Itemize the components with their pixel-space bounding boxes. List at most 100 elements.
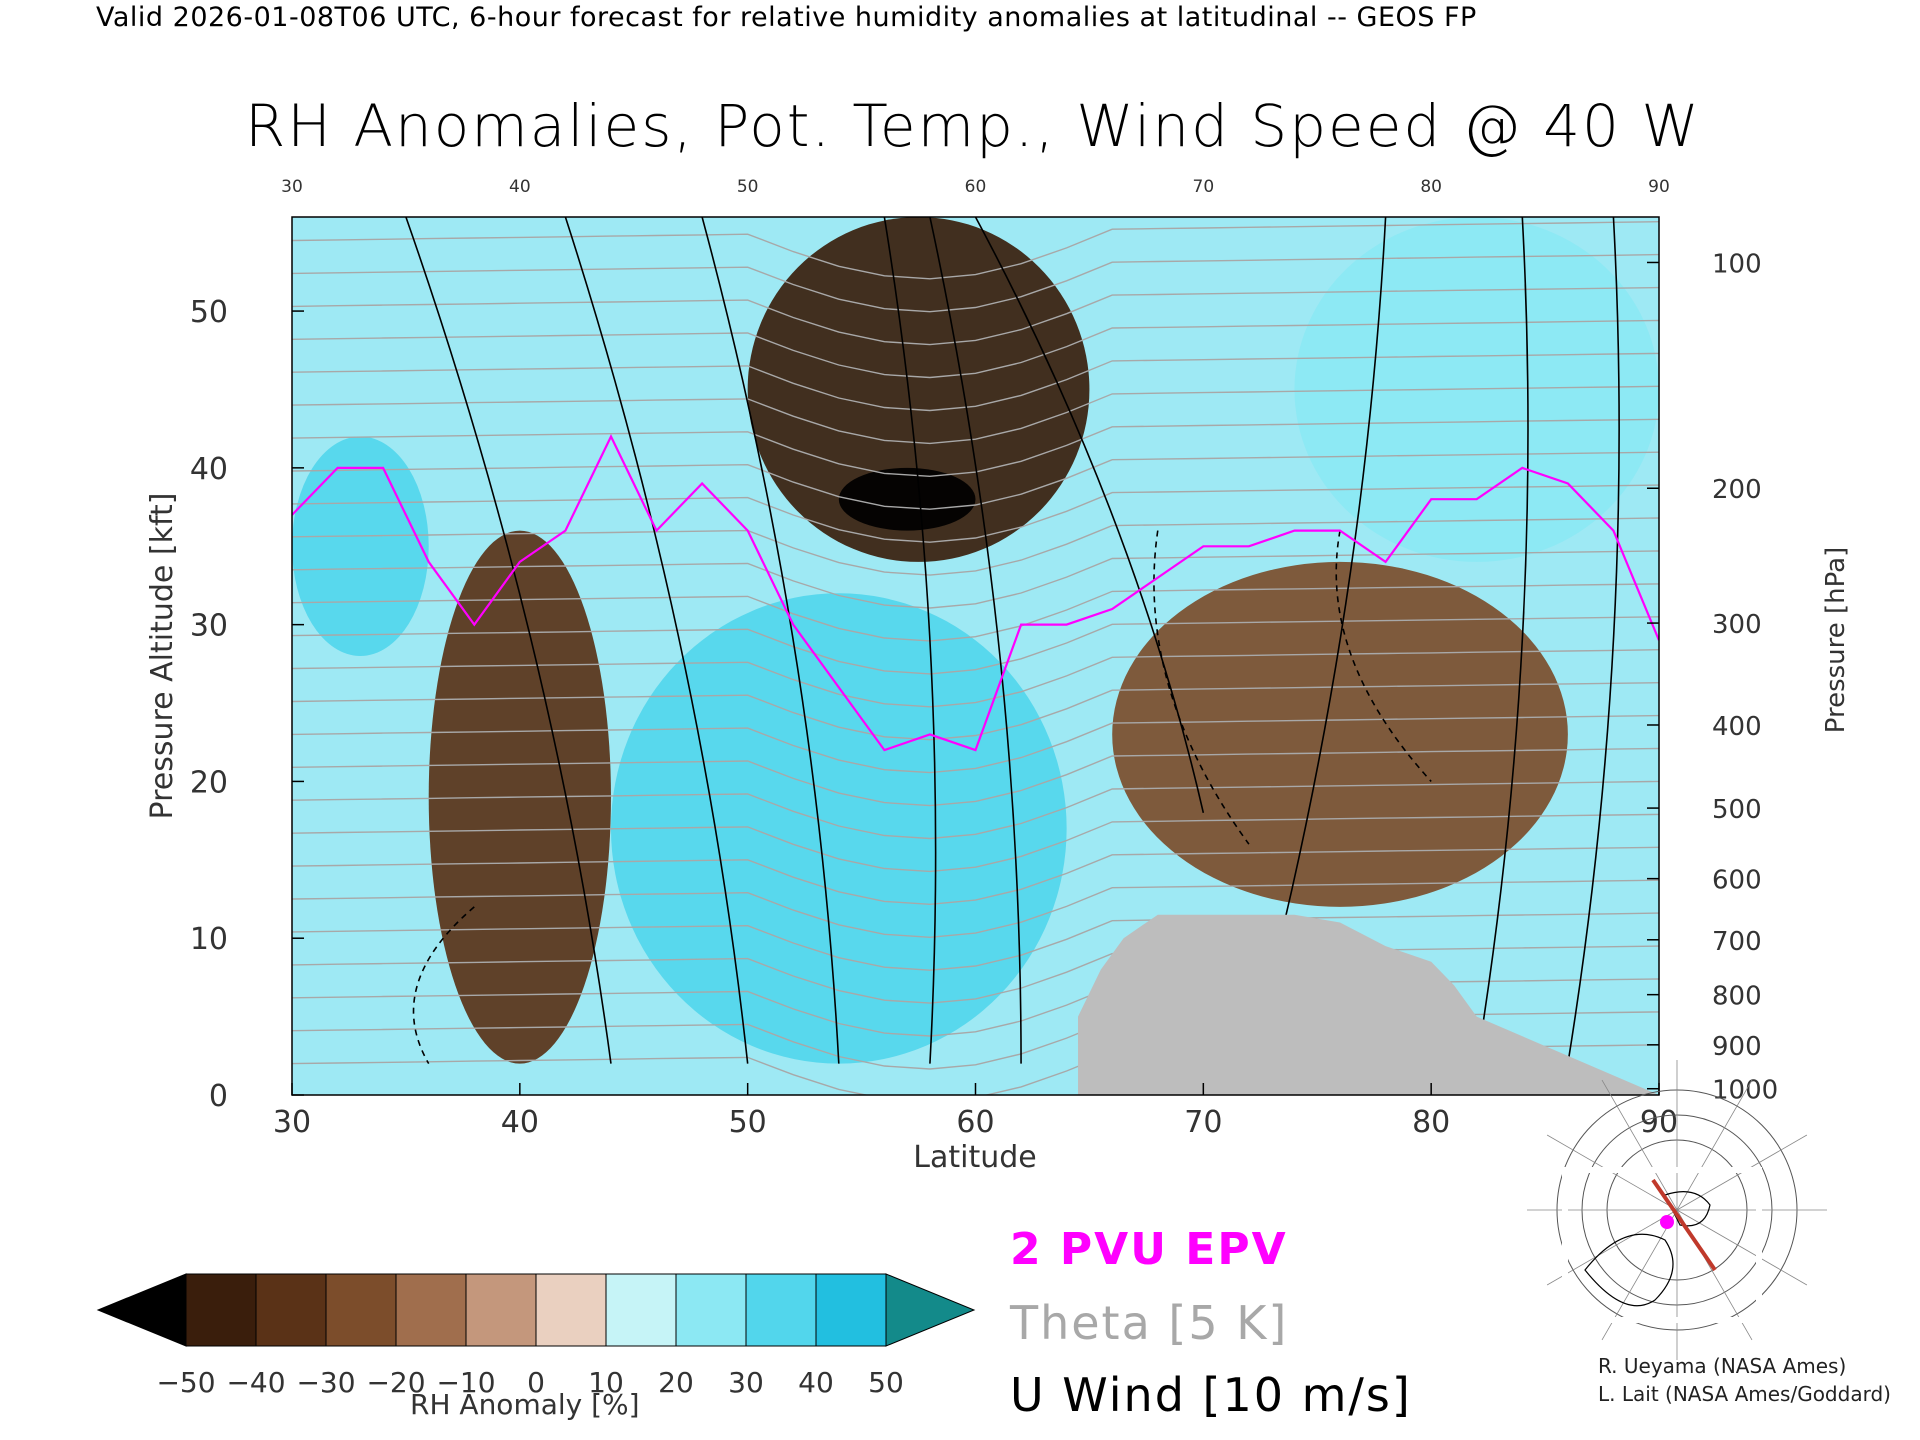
theta-contour-line bbox=[292, 385, 1659, 445]
x-top-tick-label: 30 bbox=[281, 177, 303, 197]
y-right-tick-label: 400 bbox=[1712, 712, 1762, 742]
x-top-tick-label: 60 bbox=[965, 177, 987, 197]
u-wind-contours bbox=[405, 217, 1620, 1065]
theta-contour-line bbox=[292, 352, 1659, 412]
theta-contour-line bbox=[292, 879, 1659, 939]
colorbar-bin-4 bbox=[465, 1273, 537, 1347]
y-right-tick-label: 900 bbox=[1712, 1032, 1762, 1062]
colorbar-tick-label: −30 bbox=[296, 1366, 355, 1399]
terrain-shape bbox=[1078, 914, 1659, 1095]
colorbar-tick-label: 0 bbox=[527, 1366, 545, 1399]
theta-contour-line bbox=[292, 813, 1659, 873]
y-right-tick-label: 200 bbox=[1712, 475, 1762, 505]
x-top-tick-label: 90 bbox=[1648, 177, 1670, 197]
x-axis-label: Latitude bbox=[913, 1140, 1036, 1175]
colorbar-tick-label: −20 bbox=[366, 1366, 425, 1399]
colorbar-tick-label: 20 bbox=[658, 1366, 694, 1399]
map-coastline bbox=[1664, 1191, 1711, 1227]
y-tick-label: 20 bbox=[190, 765, 228, 800]
colorbar: −50 −40 −30 −20 −10 0 10 20 30 40 50 bbox=[96, 1273, 976, 1399]
map-section-line bbox=[1651, 1178, 1717, 1272]
colorbar-bin-8 bbox=[745, 1273, 817, 1347]
colorbar-bin-3 bbox=[395, 1273, 467, 1347]
theta-contour-line bbox=[292, 253, 1659, 313]
u-wind-contour-negative bbox=[1153, 530, 1250, 845]
theta-contour-line bbox=[292, 550, 1659, 609]
y-tick-label: 10 bbox=[190, 922, 228, 957]
legend-theta: Theta [5 K] bbox=[1010, 1296, 1289, 1350]
y-right-tick-label: 300 bbox=[1712, 610, 1762, 640]
colorbar-bin-9 bbox=[815, 1273, 887, 1347]
x-tick-label: 40 bbox=[501, 1105, 539, 1140]
theta-contour-line bbox=[292, 221, 1659, 280]
u-wind-contour bbox=[1567, 217, 1620, 1064]
x-tick-label: 50 bbox=[729, 1105, 767, 1140]
credit-line-1: R. Ueyama (NASA Ames) bbox=[1598, 1354, 1847, 1378]
legend-epv: 2 PVU EPV bbox=[1010, 1224, 1288, 1275]
theta-contour-line bbox=[292, 714, 1659, 774]
location-map-inset bbox=[1527, 1060, 1827, 1360]
theta-contour-line bbox=[292, 682, 1659, 741]
theta-contour-line bbox=[292, 945, 1659, 1004]
anomaly-region-3 bbox=[838, 467, 976, 531]
y-tick-label: 30 bbox=[190, 609, 228, 644]
anomaly-region-5 bbox=[1112, 561, 1568, 907]
colorbar-tick-label: −10 bbox=[436, 1366, 495, 1399]
x-top-tick-label: 50 bbox=[737, 177, 759, 197]
theta-contour-line bbox=[292, 846, 1659, 906]
colorbar-tick-label: 40 bbox=[798, 1366, 834, 1399]
map-meridian bbox=[1546, 1134, 1808, 1286]
u-wind-contour bbox=[564, 217, 749, 1064]
colorbar-tick-label: 50 bbox=[868, 1366, 904, 1399]
colorbar-bin-0 bbox=[185, 1273, 257, 1347]
colorbar-bin-2 bbox=[325, 1273, 397, 1347]
x-tick-label: 80 bbox=[1412, 1105, 1450, 1140]
x-tick-label: 90 bbox=[1640, 1105, 1678, 1140]
u-wind-contour bbox=[405, 217, 612, 1064]
colorbar-tick-label: 10 bbox=[588, 1366, 624, 1399]
rh-anomaly-field bbox=[292, 217, 1659, 1095]
theta-contour-line bbox=[292, 747, 1659, 807]
x-top-tick-label: 40 bbox=[509, 177, 531, 197]
chart-title: RH Anomalies, Pot. Temp., Wind Speed @ 4… bbox=[245, 92, 1701, 160]
y-axis-label-right: Pressure [hPa] bbox=[1821, 547, 1851, 734]
valid-line: Valid 2026-01-08T06 UTC, 6-hour forecast… bbox=[96, 2, 1477, 33]
epv-2pvu-line bbox=[292, 433, 1659, 752]
terrain-mask bbox=[1078, 914, 1659, 1095]
y-tick-label: 0 bbox=[209, 1079, 228, 1114]
map-clip-edge bbox=[1562, 1167, 1762, 1323]
colorbar-bin-7 bbox=[675, 1273, 747, 1347]
u-wind-contour bbox=[1475, 217, 1529, 1064]
theta-contour-line bbox=[292, 451, 1659, 510]
map-marker bbox=[1660, 1215, 1674, 1229]
anomaly-region-2 bbox=[747, 217, 1090, 562]
theta-contour-line bbox=[292, 484, 1659, 543]
u-wind-contour bbox=[929, 217, 1022, 1064]
y-right-tick-label: 100 bbox=[1712, 249, 1762, 279]
u-wind-contour bbox=[974, 217, 1205, 813]
theta-contour-line bbox=[292, 583, 1659, 642]
colorbar-bin-5 bbox=[535, 1273, 607, 1347]
colorbar-over-arrow bbox=[885, 1273, 976, 1347]
map-coastline bbox=[1584, 1233, 1674, 1307]
colorbar-bin-1 bbox=[255, 1273, 327, 1347]
epv-2pvu-path bbox=[292, 433, 1659, 752]
u-wind-contour-negative bbox=[1335, 530, 1432, 782]
theta-contour-line bbox=[292, 286, 1659, 346]
legend-u-wind: U Wind [10 m/s] bbox=[1010, 1368, 1412, 1422]
theta-contour-line bbox=[292, 780, 1659, 840]
colorbar-tick-label: −50 bbox=[156, 1366, 215, 1399]
colorbar-bin-6 bbox=[605, 1273, 677, 1347]
x-top-tick-label: 70 bbox=[1193, 177, 1215, 197]
colorbar-label: RH Anomaly [%] bbox=[410, 1388, 640, 1421]
colorbar-tick-label: −40 bbox=[226, 1366, 285, 1399]
y-right-tick-label: 600 bbox=[1712, 866, 1762, 896]
y-right-tick-label: 800 bbox=[1712, 982, 1762, 1012]
theta-contour-line bbox=[292, 517, 1659, 576]
u-wind-contour bbox=[883, 217, 937, 1064]
colorbar-under-arrow bbox=[96, 1273, 187, 1347]
theta-contour-line bbox=[292, 616, 1659, 675]
theta-contours bbox=[292, 221, 1659, 1095]
